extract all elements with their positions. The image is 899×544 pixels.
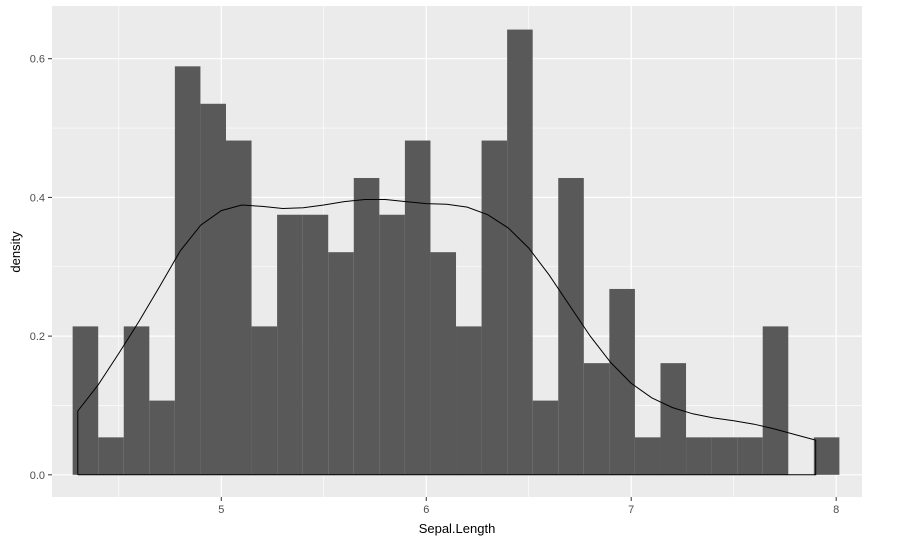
histogram-bar — [225, 140, 252, 475]
y-tick-label: 0.6 — [30, 54, 45, 66]
histogram-bar — [251, 326, 278, 475]
histogram-bars — [72, 29, 840, 475]
histogram-bar — [277, 214, 303, 475]
x-axis-ticks: 5 6 7 8 — [218, 497, 839, 516]
histogram-bar — [404, 140, 431, 475]
density-curve — [77, 199, 817, 476]
histogram-bar — [609, 288, 635, 475]
histogram-bar — [686, 437, 712, 475]
histogram-bar — [558, 177, 584, 475]
histogram-bar — [813, 437, 840, 475]
x-axis-title: Sepal.Length — [419, 521, 496, 536]
histogram-bar — [583, 363, 610, 475]
histogram-bar — [762, 326, 789, 475]
histogram-bar — [123, 326, 150, 475]
histogram-bar — [507, 29, 533, 475]
histogram-bar — [711, 437, 738, 475]
histogram-bar — [481, 140, 508, 475]
histogram-bar — [149, 400, 175, 475]
histogram-bar — [98, 437, 124, 475]
y-axis-ticks: 0.0 0.2 0.4 0.6 — [30, 54, 52, 482]
x-tick-label: 5 — [218, 504, 224, 516]
histogram-bar — [634, 437, 661, 475]
histogram-bar — [456, 326, 482, 475]
y-axis-title: density — [8, 231, 23, 273]
x-tick-label: 6 — [423, 504, 429, 516]
histogram-bar — [379, 214, 405, 475]
y-tick-label: 0.0 — [30, 470, 45, 482]
histogram-bar — [353, 177, 380, 475]
x-tick-label: 7 — [628, 504, 634, 516]
x-tick-label: 8 — [833, 504, 839, 516]
histogram-bar — [200, 103, 226, 475]
histogram-bar — [174, 66, 201, 475]
histogram-bar — [328, 252, 354, 475]
histogram-bar — [532, 400, 559, 475]
histogram-bar — [430, 252, 457, 475]
y-tick-label: 0.2 — [30, 331, 45, 343]
y-tick-label: 0.4 — [30, 192, 45, 204]
histogram-bar — [660, 363, 687, 475]
histogram-bar — [737, 437, 763, 475]
histogram-bar — [302, 214, 329, 475]
